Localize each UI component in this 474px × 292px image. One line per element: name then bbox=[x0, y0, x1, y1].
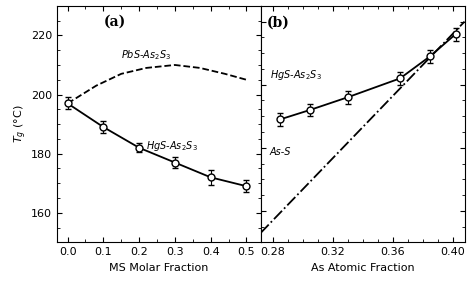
X-axis label: As Atomic Fraction: As Atomic Fraction bbox=[311, 263, 414, 273]
Y-axis label: $T_g$ (°C): $T_g$ (°C) bbox=[13, 105, 29, 143]
Text: (a): (a) bbox=[103, 15, 126, 29]
Text: PbS-As$_2$S$_3$: PbS-As$_2$S$_3$ bbox=[121, 48, 172, 62]
Text: HgS-As$_2$S$_3$: HgS-As$_2$S$_3$ bbox=[270, 67, 321, 81]
Text: As-S: As-S bbox=[270, 147, 291, 157]
Text: HgS-As$_2$S$_3$: HgS-As$_2$S$_3$ bbox=[146, 139, 198, 153]
Text: (b): (b) bbox=[267, 15, 290, 29]
X-axis label: MS Molar Fraction: MS Molar Fraction bbox=[109, 263, 209, 273]
